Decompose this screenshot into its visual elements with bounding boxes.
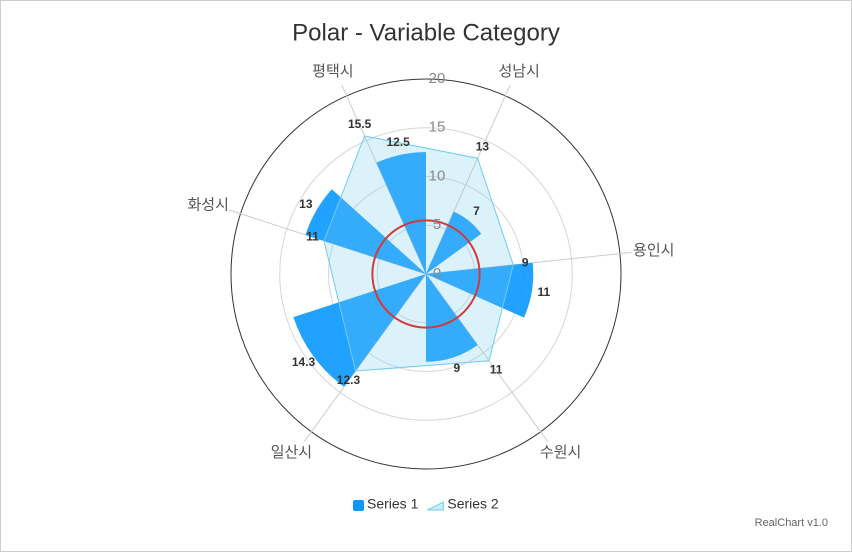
y-tick-label: 15 [429, 119, 446, 136]
bar [293, 274, 426, 387]
y-tick-label: 5 [433, 216, 441, 233]
value-label: 12.3 [337, 373, 361, 387]
chart-title: Polar - Variable Category [292, 19, 560, 46]
value-label: 9 [522, 256, 529, 270]
radial-line [425, 251, 632, 275]
value-label: 11 [306, 229, 319, 243]
grid-circle [230, 78, 622, 470]
bar [426, 262, 534, 318]
value-label: 13 [476, 139, 490, 153]
value-label: 9 [453, 361, 460, 375]
value-label: 7 [473, 204, 480, 218]
value-label: 15.5 [348, 117, 372, 131]
radial-line [228, 209, 427, 275]
bar [376, 152, 426, 274]
bar [426, 211, 482, 274]
y-tick-label: 20 [429, 70, 446, 87]
bar [426, 274, 478, 362]
value-label: 12.5 [386, 135, 410, 149]
category-label: 일산시 [271, 444, 312, 461]
area [323, 135, 514, 372]
legend-label: Series 1 [367, 496, 419, 512]
radial-line [425, 273, 549, 442]
category-label: 용인시 [633, 242, 674, 259]
category-label: 평택시 [312, 63, 353, 80]
guide-circle [371, 219, 481, 329]
category-label: 화성시 [188, 197, 229, 214]
credits: RealChart v1.0 [755, 517, 828, 529]
legend-swatch [353, 500, 364, 511]
category-label: 성남시 [498, 63, 539, 80]
y-tick-label: 10 [429, 167, 446, 184]
legend-item: Series 2 [427, 496, 499, 512]
legend-swatch [427, 501, 444, 511]
legend-label: Series 2 [447, 496, 499, 512]
grid-circle [279, 127, 573, 421]
y-tick-label: 0 [433, 265, 441, 282]
category-label: 수원시 [540, 444, 581, 461]
legend-item: Series 1 [353, 496, 419, 512]
value-label: 14.3 [292, 355, 316, 369]
value-label: 13 [299, 197, 313, 211]
value-label: 11 [490, 363, 503, 377]
value-label: 11 [537, 285, 550, 299]
series-layer [293, 135, 534, 387]
radial-line [425, 84, 511, 275]
